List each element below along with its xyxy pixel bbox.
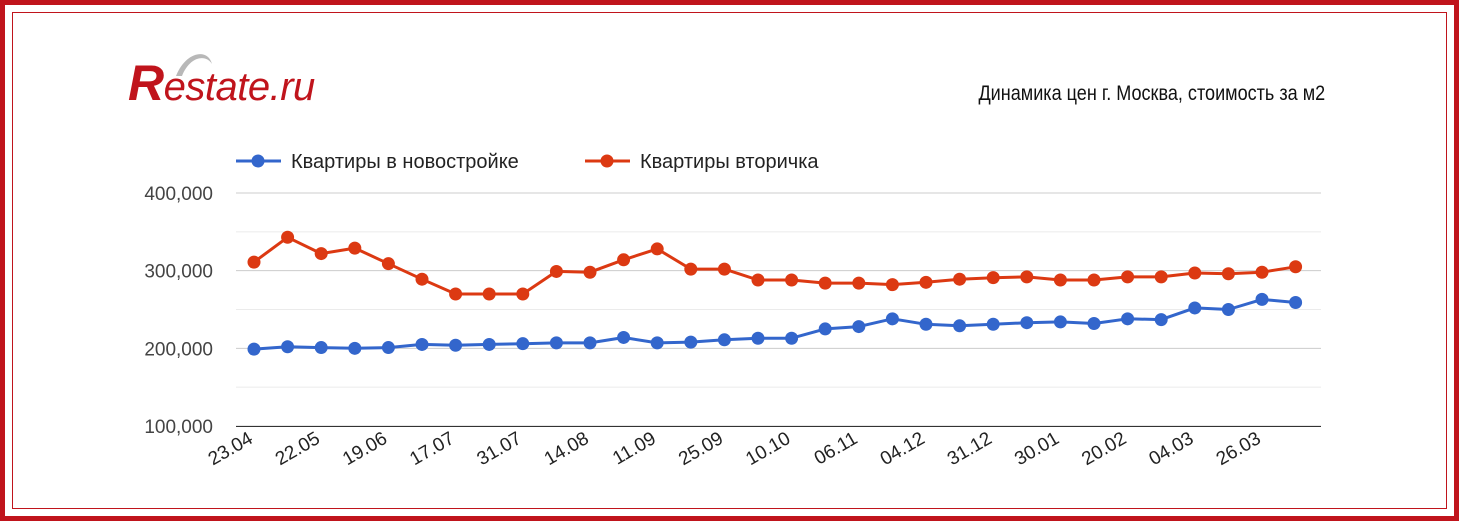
series-line-2 — [252, 235, 1298, 296]
series-2-point — [314, 247, 328, 261]
series-1-point — [1154, 313, 1168, 327]
x-tick-label: 04.03 — [1146, 428, 1198, 470]
series-2-point — [919, 275, 933, 289]
x-tick-label: 20.02 — [1078, 428, 1130, 470]
x-tick-label: 25.09 — [675, 428, 727, 470]
series-2-point — [617, 253, 631, 267]
series-1-point — [1053, 315, 1067, 329]
legend-marker-1 — [251, 154, 265, 168]
x-tick-label: 19.06 — [339, 428, 391, 470]
series-1-point — [885, 312, 899, 326]
series-2-point — [583, 265, 597, 279]
series-2-point — [1087, 273, 1101, 287]
series-1-point — [684, 335, 698, 349]
series-1-point — [953, 319, 967, 333]
y-tick-label: 100,000 — [144, 417, 213, 438]
series-1-point — [818, 322, 832, 336]
x-tick-label: 26.03 — [1213, 428, 1265, 470]
series-2-point — [1154, 270, 1168, 284]
series-1-point — [1087, 316, 1101, 330]
y-tick-label: 200,000 — [144, 339, 213, 360]
series-2-point — [885, 278, 899, 292]
series-2-point — [684, 262, 698, 276]
x-tick-label: 06.11 — [811, 428, 861, 469]
series-2-point — [986, 271, 1000, 285]
series-2-point — [415, 272, 429, 286]
series-2-point — [247, 255, 261, 269]
series-2-point — [348, 241, 362, 255]
x-tick-label: 14.08 — [541, 428, 593, 470]
series-2-point — [381, 257, 395, 271]
series-1-point — [1188, 301, 1202, 315]
series-2-point — [852, 276, 866, 290]
series-1-point — [482, 337, 496, 351]
series-1-point — [247, 342, 261, 356]
series-2-point — [650, 242, 664, 256]
series-1-point — [348, 341, 362, 355]
series-1-point — [415, 337, 429, 351]
series-1-point — [1289, 296, 1303, 310]
series-1-point — [449, 338, 463, 352]
chart-title: Динамика цен г. Москва, стоимость за м2 — [978, 82, 1325, 105]
series-2-point — [281, 230, 295, 244]
series-2-point — [818, 276, 832, 290]
series-2-point — [953, 272, 967, 286]
series-1-point — [717, 333, 731, 347]
x-tick-label: 10.10 — [742, 428, 794, 470]
series-1-point — [1221, 303, 1235, 316]
series-1-point — [1020, 316, 1034, 330]
series-2-point — [516, 287, 530, 301]
y-tick-label: 300,000 — [144, 262, 213, 283]
series-1-point — [751, 331, 765, 345]
series-2-point — [549, 264, 563, 278]
x-tick-label: 17.07 — [406, 428, 458, 470]
legend-label-1: Квартиры в новостройке — [291, 151, 519, 173]
series-line-1 — [252, 297, 1298, 351]
series-2-point — [717, 262, 731, 276]
series-1-point — [650, 336, 664, 350]
series-2-point — [1121, 270, 1135, 284]
x-tick-label: 31.07 — [474, 428, 526, 470]
series-2-point — [751, 273, 765, 287]
x-tick-label: 31.12 — [944, 428, 996, 470]
series-1-point — [1121, 312, 1135, 326]
series-1-point — [549, 336, 563, 350]
series-1-point — [381, 341, 395, 355]
series-2-point — [449, 287, 463, 301]
series-1-point — [583, 336, 597, 350]
legend-marker-2 — [600, 154, 614, 168]
series-2-point — [1053, 273, 1067, 287]
logo-swoosh-icon — [176, 54, 212, 76]
y-tick-label: 400,000 — [144, 184, 213, 205]
x-tick-label: 22.05 — [272, 428, 324, 470]
series-2-point — [482, 287, 496, 301]
series-1-point — [314, 341, 328, 355]
series-2-point — [1188, 266, 1202, 280]
series-2-point — [1289, 260, 1303, 274]
restate-logo: Restate.ru — [128, 52, 368, 114]
x-tick-label: 04.12 — [877, 428, 929, 470]
x-tick-label: 11.09 — [609, 428, 659, 469]
series-1-point — [1255, 292, 1269, 306]
series-1-point — [281, 340, 295, 354]
series-1-point — [986, 317, 1000, 331]
series-1-point — [785, 331, 799, 345]
series-2-point — [1020, 270, 1034, 284]
logo-text: Restate.ru — [128, 55, 315, 111]
series-2-point — [1255, 265, 1269, 279]
series-1-point — [617, 330, 631, 344]
series-2-point — [785, 273, 799, 287]
x-tick-label: 30.01 — [1011, 428, 1063, 470]
series-1-point — [852, 320, 866, 334]
legend-label-2: Квартиры вторичка — [640, 151, 819, 173]
series-1-point — [919, 317, 933, 331]
series-1-point — [516, 337, 530, 351]
series-2-point — [1221, 267, 1235, 281]
